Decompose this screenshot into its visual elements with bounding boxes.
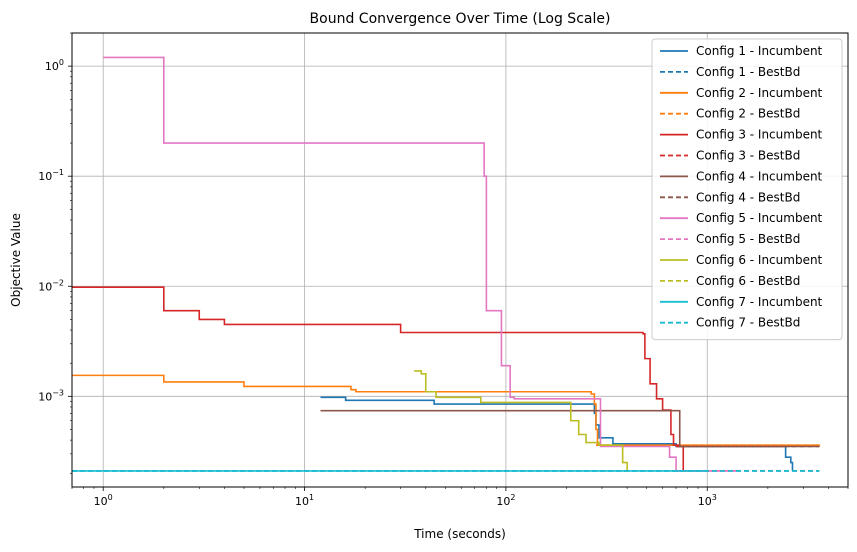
legend-label: Config 3 - Incumbent [696,128,823,142]
x-tick-label: 101 [295,493,314,508]
y-axis-label: Objective Value [9,213,23,307]
legend-label: Config 2 - Incumbent [696,86,823,100]
legend-label: Config 5 - BestBd [696,232,800,246]
legend-label: Config 6 - BestBd [696,274,800,288]
y-tick-label: 10−2 [38,278,64,293]
series-layer [72,56,821,472]
chart-title: Bound Convergence Over Time (Log Scale) [310,11,611,27]
x-tick-label: 103 [698,493,717,508]
series-line-7 [320,409,820,448]
series-line-9 [103,56,737,472]
legend-label: Config 4 - BestBd [696,190,800,204]
y-tick-label: 10−1 [38,168,64,183]
legend-label: Config 7 - Incumbent [696,295,823,309]
legend-label: Config 1 - BestBd [696,65,800,79]
x-tick-label: 100 [94,493,113,508]
y-axis-ticks: 10−3 10−2 10−1 100 [38,32,72,474]
y-tick-label: 100 [45,58,64,73]
legend-label: Config 4 - Incumbent [696,169,823,183]
legend: Config 1 - Incumbent Config 1 - BestBd Con… [651,38,843,341]
legend-label: Config 2 - BestBd [696,107,800,121]
x-tick-label: 102 [496,493,515,508]
series-line-3 [72,374,821,447]
y-tick-label: 10−3 [38,388,64,403]
legend-label: Config 6 - Incumbent [696,253,823,267]
x-axis-ticks: 100 101 102 103 [71,487,849,508]
series-line-5 [72,286,685,471]
legend-label: Config 3 - BestBd [696,149,800,163]
legend-box [651,38,843,341]
legend-label: Config 7 - BestBd [696,316,800,330]
legend-label: Config 5 - Incumbent [696,211,823,225]
x-axis-label: Time (seconds) [413,527,506,541]
series-line-1 [320,396,794,471]
plot-frame [71,32,849,488]
legend-label: Config 1 - Incumbent [696,44,823,58]
